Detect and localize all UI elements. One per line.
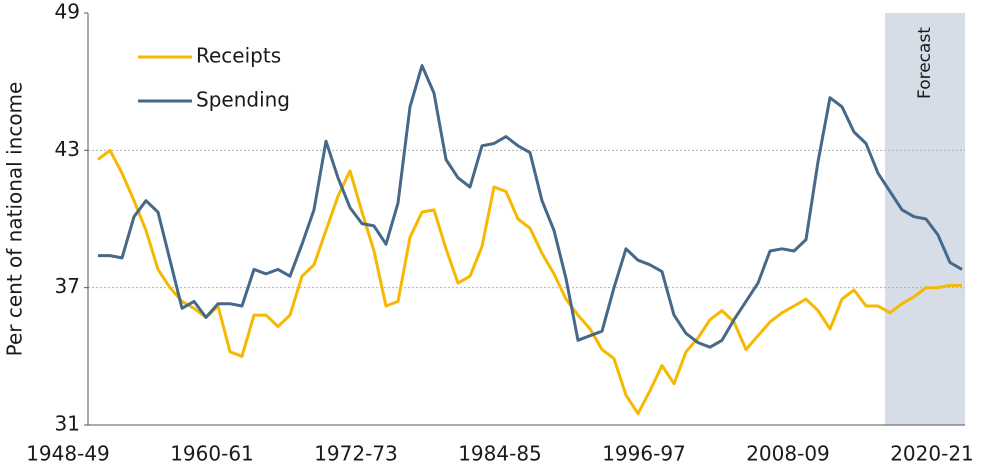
- x-tick-label: 1960-61: [170, 442, 254, 466]
- y-tick-label: 31: [55, 412, 80, 436]
- x-tick-label: 2020-21: [890, 442, 974, 466]
- x-tick-label: 1984-85: [458, 442, 542, 466]
- x-tick-label: 1948-49: [26, 442, 110, 466]
- legend-label: Spending: [196, 88, 290, 112]
- x-tick-label: 1996-97: [602, 442, 686, 466]
- x-tick-label: 1972-73: [314, 442, 398, 466]
- y-tick-label: 49: [55, 0, 80, 24]
- data-line: [97, 148, 962, 416]
- x-tick-label: 2008-09: [746, 442, 830, 466]
- y-tick-label: 37: [55, 274, 80, 298]
- data-line: [98, 64, 963, 349]
- legend-label: Receipts: [196, 44, 281, 68]
- forecast-label: Forecast: [915, 27, 935, 99]
- y-axis-title: Per cent of national income: [3, 82, 27, 357]
- y-tick-label: 43: [55, 137, 80, 161]
